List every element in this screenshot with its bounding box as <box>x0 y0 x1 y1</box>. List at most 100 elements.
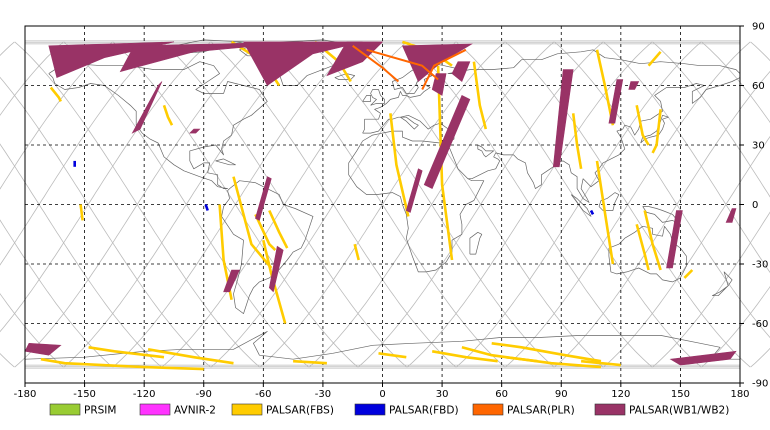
legend-label: AVNIR-2 <box>174 405 216 417</box>
latitude-tick-labels: 90 60 30 0 -30 -60 -90 <box>740 22 768 390</box>
coastline <box>469 231 483 255</box>
coastline <box>24 331 740 360</box>
longitude-tick-label: 180 <box>730 389 749 400</box>
orbit-track <box>701 41 770 123</box>
orbit-track <box>0 293 64 368</box>
palsar-wb-swath <box>666 210 683 269</box>
palsar-fbs-swath <box>431 350 498 363</box>
palsar-fbs-swath <box>254 213 277 252</box>
coastline <box>712 271 733 297</box>
latitude-tick-label: -30 <box>752 260 768 271</box>
orbit-track <box>0 41 64 116</box>
palsar-fbs-swath <box>505 355 538 363</box>
orbit-track <box>308 41 555 368</box>
palsar-fbs-swath <box>643 210 662 271</box>
observation-swaths-layer <box>24 40 737 371</box>
legend-label: PALSAR(PLR) <box>507 405 575 417</box>
longitude-tick-label: -180 <box>14 389 37 400</box>
orbit-track <box>259 41 506 368</box>
palsar-fbs-swath <box>88 346 165 359</box>
palsar-wb-swath <box>268 245 284 293</box>
palsar-wb-swath <box>131 81 163 134</box>
palsar-fbs-swath <box>378 352 407 359</box>
palsar-fbs-swath <box>147 348 234 365</box>
palsar-wb-swath <box>24 342 62 356</box>
palsar-wb-swath <box>405 168 423 213</box>
palsar-wb-swath <box>423 94 471 190</box>
coastline <box>570 194 592 217</box>
legend-item: PALSAR(FBS) <box>231 403 334 417</box>
palsar-fbs-swath <box>647 50 662 67</box>
palsar-fbs-swath <box>262 239 287 324</box>
longitude-tick-label: -30 <box>315 389 331 400</box>
legend-label: PALSAR(WB1/WB2) <box>629 405 729 417</box>
palsar-wb-swath <box>431 73 447 96</box>
legend-swatch <box>354 403 386 416</box>
legend-swatch <box>139 403 171 416</box>
palsar-wb-swath <box>608 79 624 124</box>
latitude-tick-label: 30 <box>752 141 765 152</box>
coastline <box>640 114 669 144</box>
coastline <box>477 144 495 158</box>
palsar-wb-swath <box>669 350 737 366</box>
coastline <box>362 49 741 134</box>
palsar-fbs-swath <box>571 113 583 170</box>
longitude-tick-label: -90 <box>196 389 212 400</box>
orbit-track <box>63 41 309 368</box>
palsar-fbs-swath <box>79 204 84 221</box>
longitude-tick-label: 90 <box>555 389 568 400</box>
palsar-fbs-swath <box>40 357 204 371</box>
longitude-tick-label: -60 <box>255 389 271 400</box>
coastline <box>370 89 385 106</box>
palsar-wb-swath <box>725 208 737 223</box>
legend-label: PALSAR(FBD) <box>389 405 459 417</box>
legend-item: AVNIR-2 <box>139 403 216 417</box>
legend: PRSIM AVNIR-2 PALSAR(FBS) PALSAR(FBD) PALSAR… <box>49 403 729 417</box>
legend-item: PALSAR(PLR) <box>472 403 575 417</box>
palsar-wb-swath <box>189 128 201 134</box>
legend-swatch <box>231 403 263 416</box>
latitude-tick-label: 60 <box>752 81 765 92</box>
palsar-fbs-swath <box>232 176 273 269</box>
orbit-track <box>652 41 770 198</box>
legend-item: PALSAR(FBD) <box>354 403 459 417</box>
longitude-tick-label: 30 <box>436 389 449 400</box>
longitude-tick-label: -150 <box>73 389 96 400</box>
legend-label: PRSIM <box>84 405 116 417</box>
coastline <box>48 61 268 189</box>
palsar-fbs-swath <box>580 359 621 367</box>
legend-swatch <box>594 403 626 416</box>
orbit-track <box>701 286 770 368</box>
palsar-fbs-swath <box>635 105 650 146</box>
palsar-wb-swath <box>242 41 363 86</box>
palsar-plr-swath <box>421 48 467 90</box>
palsar-wb-swath <box>223 269 240 293</box>
palsar-fbs-swath <box>49 86 62 102</box>
palsar-fbs-swath <box>595 160 615 265</box>
coastline <box>334 73 356 80</box>
palsar-plr-swath <box>352 44 400 83</box>
latitude-tick-label: 0 <box>752 200 758 211</box>
orbit-track <box>603 41 770 274</box>
palsar-fbs-swath <box>389 113 410 217</box>
coastline <box>608 225 687 283</box>
coastline <box>348 114 485 273</box>
orbit-track <box>652 211 770 368</box>
palsar-fbs-swath <box>472 61 488 130</box>
legend-label: PALSAR(FBS) <box>266 405 334 417</box>
palsar-fbd-swath <box>589 209 595 215</box>
longitude-tick-label: -120 <box>133 389 156 400</box>
latitude-tick-label: -90 <box>752 379 768 390</box>
legend-swatch <box>49 403 81 416</box>
latitude-tick-label: -60 <box>752 319 768 330</box>
longitude-tick-labels: -180 -150 -120 -90 -60 -30 0 30 60 90 120 150 180 <box>14 383 750 400</box>
orbit-track <box>14 41 260 368</box>
palsar-fbd-swath <box>204 204 209 211</box>
coastline <box>215 158 236 166</box>
orbit-track <box>0 219 113 368</box>
longitude-tick-label: 0 <box>379 389 385 400</box>
latitude-tick-label: 90 <box>752 22 765 33</box>
